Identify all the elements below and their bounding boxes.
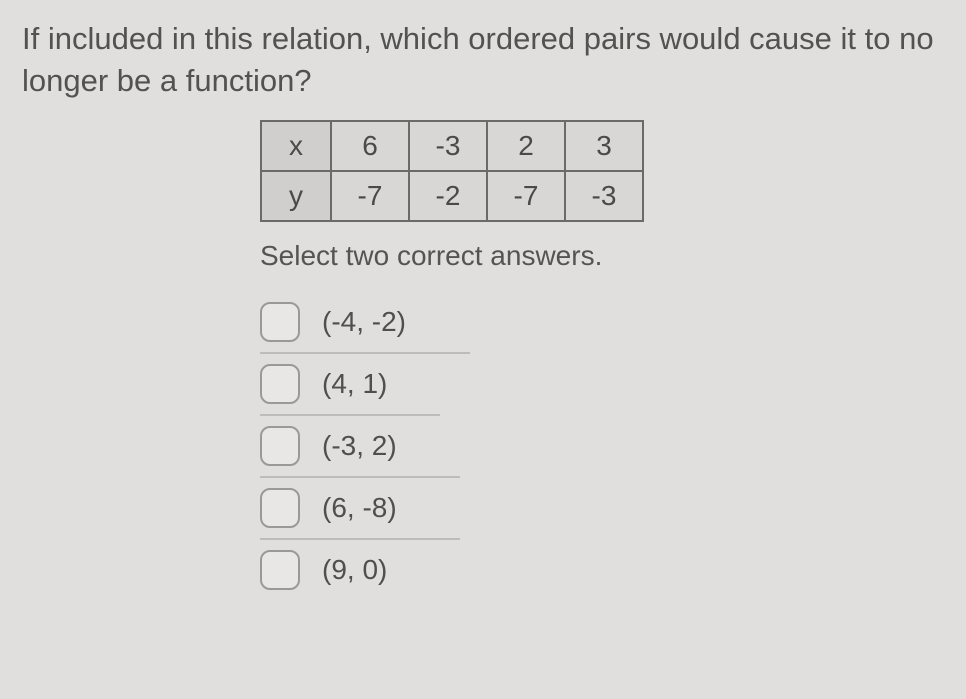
option-label: (-3, 2) — [322, 430, 397, 462]
table-header-y: y — [261, 171, 331, 221]
option-row[interactable]: (-4, -2) — [260, 292, 470, 354]
table-cell: -3 — [565, 171, 643, 221]
checkbox-icon[interactable] — [260, 426, 300, 466]
table-cell: 2 — [487, 121, 565, 171]
table-cell: -7 — [487, 171, 565, 221]
table-header-x: x — [261, 121, 331, 171]
checkbox-icon[interactable] — [260, 364, 300, 404]
option-row[interactable]: (-3, 2) — [260, 416, 460, 478]
checkbox-icon[interactable] — [260, 550, 300, 590]
option-label: (9, 0) — [322, 554, 387, 586]
option-label: (-4, -2) — [322, 306, 406, 338]
options-list: (-4, -2) (4, 1) (-3, 2) (6, -8) (9, 0) — [260, 292, 760, 600]
checkbox-icon[interactable] — [260, 488, 300, 528]
table-cell: -3 — [409, 121, 487, 171]
relation-table: x 6 -3 2 3 y -7 -2 -7 -3 — [260, 120, 644, 222]
table-row: y -7 -2 -7 -3 — [261, 171, 643, 221]
table-cell: -2 — [409, 171, 487, 221]
table-cell: 3 — [565, 121, 643, 171]
option-row[interactable]: (9, 0) — [260, 540, 760, 600]
content-column: x 6 -3 2 3 y -7 -2 -7 -3 Select two corr… — [260, 120, 760, 600]
table-cell: -7 — [331, 171, 409, 221]
instruction-text: Select two correct answers. — [260, 240, 760, 272]
question-text: If included in this relation, which orde… — [22, 18, 944, 102]
table-row: x 6 -3 2 3 — [261, 121, 643, 171]
option-label: (6, -8) — [322, 492, 397, 524]
checkbox-icon[interactable] — [260, 302, 300, 342]
table-cell: 6 — [331, 121, 409, 171]
option-row[interactable]: (4, 1) — [260, 354, 440, 416]
option-label: (4, 1) — [322, 368, 387, 400]
option-row[interactable]: (6, -8) — [260, 478, 460, 540]
